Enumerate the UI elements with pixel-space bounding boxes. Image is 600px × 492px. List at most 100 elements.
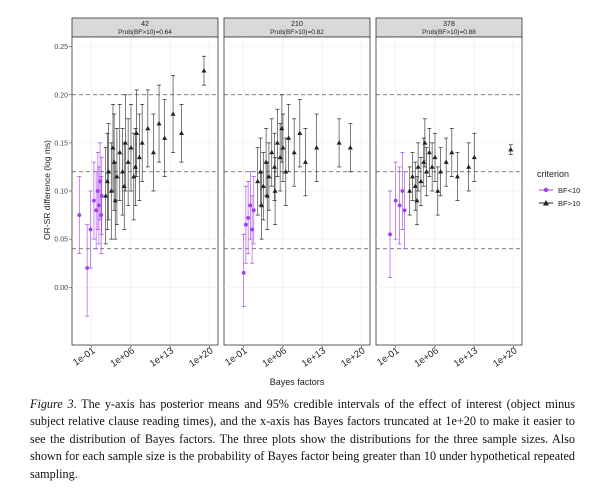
legend-key-circle [543,187,549,193]
facet-title: 378 [443,21,455,28]
data-point-bf-lt-10 [94,208,99,213]
data-point-bf-gt-10 [272,164,278,169]
data-point-bf-lt-10 [99,193,104,198]
data-point-bf-gt-10 [121,183,127,188]
data-point-bf-lt-10 [248,203,253,208]
data-point-bf-gt-10 [449,149,455,155]
data-point-bf-lt-10 [85,266,90,270]
data-point-bf-lt-10 [393,198,398,203]
data-point-bf-gt-10 [150,149,156,155]
caption-label: Figure 3 [30,397,74,411]
data-point-bf-gt-10 [407,188,413,193]
data-point-bf-lt-10 [397,203,402,208]
data-point-bf-lt-10 [250,227,254,232]
data-point-bf-lt-10 [388,232,392,237]
data-point-bf-gt-10 [279,125,285,131]
x-tick-label: 1e-01 [223,345,249,368]
data-point-bf-gt-10 [466,164,472,169]
data-point-bf-lt-10 [244,222,248,227]
y-tick-label: 0.15 [54,140,68,147]
caption-text: . The y-axis has posterior means and 95%… [30,397,576,481]
y-axis-label: OR-SR difference (log ms) [42,140,52,240]
data-point-bf-lt-10 [400,189,405,193]
data-point-bf-gt-10 [108,188,114,193]
x-tick-label: 1e+13 [452,345,480,369]
x-tick-label: 1e+20 [491,345,519,369]
data-point-bf-gt-10 [415,164,421,169]
x-tick-label: 1e+20 [187,345,215,369]
x-tick-label: 1e-01 [375,345,401,368]
data-point-bf-gt-10 [424,169,430,174]
facet-title: 42 [141,21,149,28]
data-point-bf-gt-10 [110,145,116,150]
figure-caption: Figure 3. The y-axis has posterior means… [30,396,575,483]
legend-title: criterion [537,169,569,179]
data-point-bf-gt-10 [454,173,460,179]
data-point-bf-gt-10 [136,154,142,160]
facet-title: 210 [291,21,303,28]
data-point-bf-gt-10 [132,164,138,169]
data-point-bf-lt-10 [92,198,96,203]
data-point-bf-gt-10 [264,193,270,198]
data-point-bf-gt-10 [139,140,145,145]
x-tick-label: 1e-01 [71,345,97,368]
data-point-bf-gt-10 [266,173,272,179]
facet-subtitle: Prob(BF>10)=0.64 [118,29,172,36]
faceted-scatter-chart: 0.000.050.100.150.200.2542Prob(BF>10)=0.… [42,17,580,387]
legend-item-bf-gt-10: BF>10 [539,199,580,208]
data-point-bf-gt-10 [283,169,289,174]
data-point-bf-gt-10 [412,183,418,188]
data-point-bf-gt-10 [125,159,131,164]
data-point-bf-gt-10 [422,140,428,145]
data-point-bf-gt-10 [277,154,283,160]
data-point-bf-gt-10 [429,164,435,169]
data-point-bf-gt-10 [120,169,126,174]
x-axis-label: Bayes factors [270,377,325,387]
data-point-bf-lt-10 [246,216,251,220]
data-point-bf-lt-10 [241,270,246,275]
data-point-bf-gt-10 [314,145,320,150]
data-point-bf-gt-10 [286,135,292,140]
data-point-bf-lt-10 [88,227,93,232]
data-point-bf-gt-10 [291,149,297,155]
data-point-bf-gt-10 [128,145,134,150]
legend-key-triangle [543,200,549,206]
data-point-bf-gt-10 [255,178,261,184]
data-point-bf-gt-10 [435,188,441,193]
data-point-bf-lt-10 [251,208,256,213]
data-point-bf-gt-10 [104,178,110,184]
facet-subtitle: Prob(BF>10)=0.82 [270,29,324,36]
y-tick-label: 0.10 [54,189,68,196]
x-tick-label: 1e+13 [148,345,176,369]
data-point-bf-gt-10 [170,111,176,116]
data-point-bf-gt-10 [259,202,265,208]
data-point-bf-lt-10 [99,213,104,217]
data-point-bf-lt-10 [402,208,407,213]
x-tick-label: 1e+06 [261,345,289,369]
data-point-bf-gt-10 [274,140,280,145]
data-point-bf-gt-10 [438,169,444,174]
data-point-bf-lt-10 [77,213,82,217]
x-tick-label: 1e+13 [300,345,328,369]
y-tick-label: 0.25 [54,44,68,51]
data-point-bf-gt-10 [410,173,415,179]
facet-panels: 0.000.050.100.150.200.2542Prob(BF>10)=0.… [54,17,523,370]
data-point-bf-gt-10 [117,149,123,155]
data-point-bf-gt-10 [269,149,275,155]
legend-label: BF<10 [558,186,580,195]
data-point-bf-gt-10 [347,145,353,150]
legend-label: BF>10 [558,199,580,208]
facet-subtitle: Prob(BF>10)=0.88 [422,29,476,36]
y-tick-label: 0.20 [54,92,68,99]
legend-item-bf-lt-10: BF<10 [539,186,580,195]
data-point-bf-gt-10 [112,198,118,203]
data-point-bf-gt-10 [156,121,162,126]
y-tick-label: 0.00 [54,285,68,292]
data-point-bf-gt-10 [418,178,424,184]
data-point-bf-gt-10 [145,125,151,131]
data-point-bf-gt-10 [426,149,432,155]
data-point-bf-gt-10 [302,159,308,164]
data-point-bf-gt-10 [432,154,438,160]
